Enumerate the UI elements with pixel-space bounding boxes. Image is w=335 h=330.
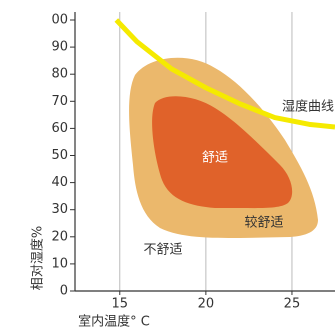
y-tick-label: 00 xyxy=(51,13,68,28)
y-tick-label: 70 xyxy=(51,94,68,109)
annotation: 不舒适 xyxy=(143,243,182,258)
y-tick-label: 10 xyxy=(51,256,68,271)
x-axis-label: 室内温度° C xyxy=(78,314,150,330)
y-tick-label: 50 xyxy=(51,148,68,163)
y-tick-label: 60 xyxy=(51,121,68,136)
y-axis-label: 相对湿度% xyxy=(30,226,46,290)
y-tick-label: 40 xyxy=(51,175,68,190)
annotation: 舒适 xyxy=(202,151,228,166)
annotation: 较舒适 xyxy=(244,216,283,231)
x-tick-label: 20 xyxy=(198,297,215,312)
x-tick-label: 15 xyxy=(111,297,128,312)
y-tick-label: 30 xyxy=(51,202,68,217)
y-tick-label: 20 xyxy=(51,229,68,244)
humidity-curve xyxy=(114,18,335,130)
annotation: 湿度曲线 xyxy=(282,99,334,115)
y-tick-label: 90 xyxy=(51,40,68,55)
y-tick-label: 0 xyxy=(60,284,68,299)
y-tick-label: 80 xyxy=(51,67,68,82)
x-tick-label: 25 xyxy=(284,297,301,312)
comfortable-zone-inner xyxy=(152,96,293,209)
